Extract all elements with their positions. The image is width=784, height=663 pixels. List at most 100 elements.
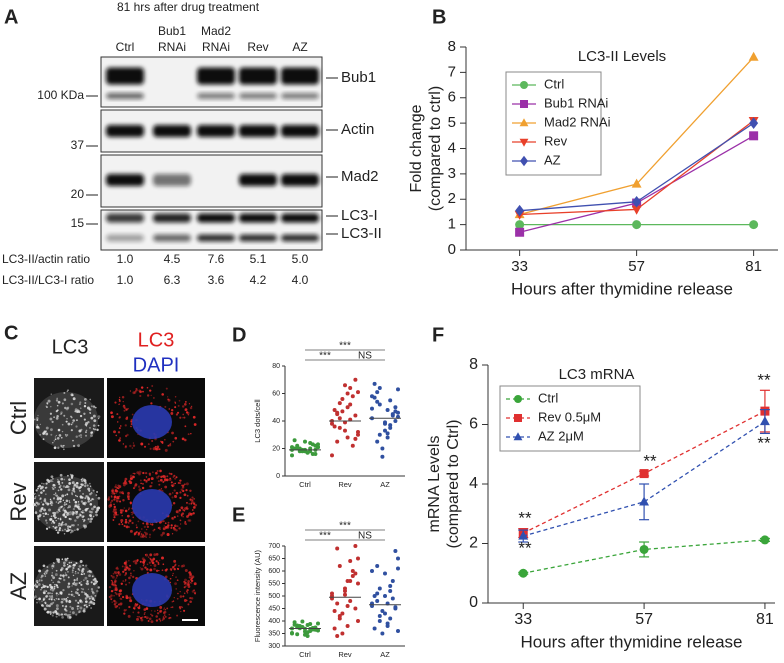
band-label: Actin [341, 121, 374, 138]
puncta [116, 574, 119, 577]
puncta [92, 582, 96, 586]
y-tick-label: 8 [469, 356, 478, 373]
puncta [189, 600, 192, 603]
puncta [127, 497, 130, 501]
puncta [161, 393, 164, 396]
ratio-label: LC3-II/actin ratio [2, 252, 90, 266]
puncta [76, 410, 79, 414]
puncta [62, 499, 65, 501]
puncta [138, 488, 142, 492]
puncta [128, 519, 132, 523]
ratio-value: 5.0 [292, 252, 309, 266]
puncta [182, 413, 184, 416]
data-point [343, 592, 347, 597]
puncta [153, 564, 157, 567]
puncta [46, 522, 48, 524]
data-point [388, 398, 393, 403]
puncta [63, 448, 65, 451]
puncta [94, 594, 97, 597]
puncta [92, 591, 95, 595]
puncta [164, 478, 167, 481]
puncta [75, 613, 78, 616]
puncta [125, 566, 129, 569]
puncta [72, 611, 75, 615]
data-point [388, 584, 393, 588]
puncta [175, 576, 177, 579]
puncta [59, 581, 61, 584]
puncta [68, 615, 72, 619]
puncta [70, 402, 74, 406]
puncta [165, 568, 168, 571]
puncta [70, 416, 73, 419]
significance-label: ** [643, 451, 657, 470]
puncta [140, 482, 142, 485]
puncta [75, 425, 78, 428]
puncta [154, 471, 158, 475]
puncta [50, 602, 53, 606]
puncta [82, 502, 86, 505]
puncta [51, 572, 54, 574]
puncta [69, 525, 72, 528]
data-point [335, 634, 340, 638]
x-tick-label: 81 [756, 611, 774, 628]
puncta [68, 505, 71, 509]
puncta [90, 416, 94, 420]
significance-label: *** [339, 341, 351, 352]
puncta [61, 481, 64, 484]
puncta [67, 617, 69, 619]
puncta [88, 510, 92, 513]
puncta [93, 419, 97, 423]
puncta [75, 570, 77, 573]
puncta [185, 523, 187, 525]
data-point [372, 395, 377, 400]
puncta [73, 582, 76, 586]
puncta [80, 500, 84, 503]
puncta [129, 474, 133, 478]
puncta [157, 561, 160, 564]
puncta [42, 605, 45, 607]
puncta [132, 391, 136, 395]
puncta [37, 414, 39, 417]
puncta [117, 571, 120, 574]
puncta [181, 606, 184, 609]
data-point [385, 435, 390, 440]
puncta [46, 610, 50, 614]
puncta [82, 588, 85, 591]
puncta [175, 510, 179, 514]
puncta [95, 513, 98, 517]
puncta [55, 569, 58, 572]
data-point [385, 408, 390, 412]
puncta [123, 612, 126, 615]
puncta [42, 598, 45, 601]
y-tick-label: 700 [268, 543, 280, 550]
puncta [71, 493, 74, 496]
puncta [162, 616, 165, 618]
puncta [63, 398, 67, 402]
puncta [143, 525, 147, 529]
puncta [80, 496, 82, 499]
puncta [191, 499, 194, 502]
puncta [71, 512, 75, 516]
puncta [187, 414, 190, 416]
data-point [383, 571, 387, 576]
puncta [57, 580, 60, 584]
puncta [117, 514, 119, 516]
puncta [97, 586, 101, 589]
puncta [63, 444, 65, 447]
puncta [122, 443, 125, 445]
puncta [87, 518, 90, 521]
puncta [84, 597, 88, 600]
puncta [53, 493, 55, 496]
puncta [179, 519, 182, 522]
puncta [78, 515, 81, 518]
puncta [85, 564, 88, 567]
puncta [74, 504, 78, 508]
puncta [151, 482, 153, 484]
puncta [174, 402, 177, 404]
legend-label: Ctrl [544, 76, 564, 91]
puncta [153, 397, 155, 399]
puncta [70, 561, 73, 564]
puncta [180, 506, 184, 510]
puncta [173, 489, 176, 492]
puncta [136, 471, 140, 475]
